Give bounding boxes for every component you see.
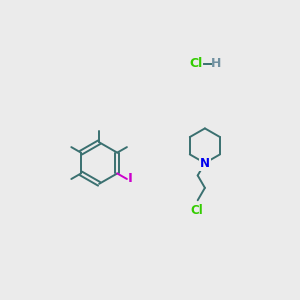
Text: I: I <box>128 172 133 185</box>
Text: Cl: Cl <box>190 204 203 218</box>
Text: N: N <box>200 157 210 169</box>
Text: H: H <box>211 57 221 70</box>
Text: Cl: Cl <box>189 57 202 70</box>
